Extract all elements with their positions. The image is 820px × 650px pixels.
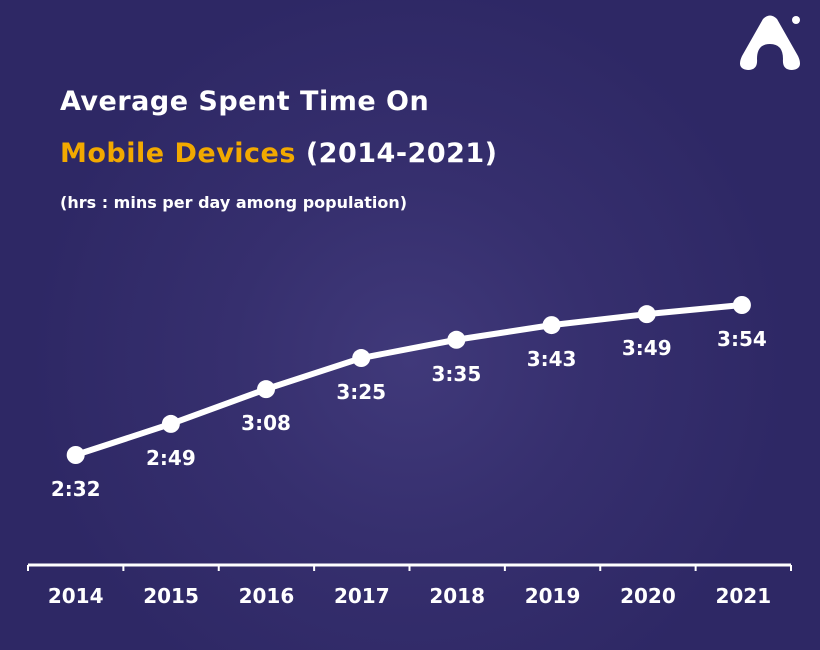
data-point — [161, 414, 180, 433]
data-label: 3:35 — [432, 362, 482, 386]
chart-title-line1: Average Spent Time On — [60, 86, 430, 117]
data-label: 2:32 — [51, 477, 101, 501]
a-shaped-logo-icon — [740, 15, 800, 70]
x-tick-label: 2016 — [239, 584, 295, 608]
x-tick-label: 2021 — [715, 584, 771, 608]
x-tick-label: 2020 — [620, 584, 676, 608]
data-label: 3:43 — [527, 347, 577, 371]
data-label: 3:49 — [622, 336, 672, 360]
data-point — [542, 316, 561, 335]
series-line — [72, 302, 745, 458]
data-point — [637, 305, 656, 324]
data-point — [732, 296, 751, 314]
chart-title-line2: Mobile Devices (2014-2021) — [60, 138, 498, 169]
x-tick-label: 2015 — [143, 584, 199, 608]
data-label: 3:25 — [336, 380, 386, 404]
chart-subtitle: (hrs : mins per day among population) — [60, 193, 408, 212]
x-tick-label: 2014 — [48, 584, 104, 608]
data-point — [257, 380, 276, 399]
data-point — [352, 349, 371, 368]
x-tick-label: 2018 — [429, 584, 485, 608]
data-label: 2:49 — [146, 446, 196, 470]
title-rest: (2014-2021) — [295, 138, 498, 169]
title-highlight: Mobile Devices — [60, 138, 296, 169]
x-tick-label: 2019 — [525, 584, 581, 608]
data-label: 3:08 — [241, 411, 291, 435]
x-tick-label: 2017 — [334, 584, 390, 608]
data-point — [66, 446, 85, 464]
data-point — [447, 330, 466, 349]
data-label: 3:54 — [717, 327, 767, 351]
